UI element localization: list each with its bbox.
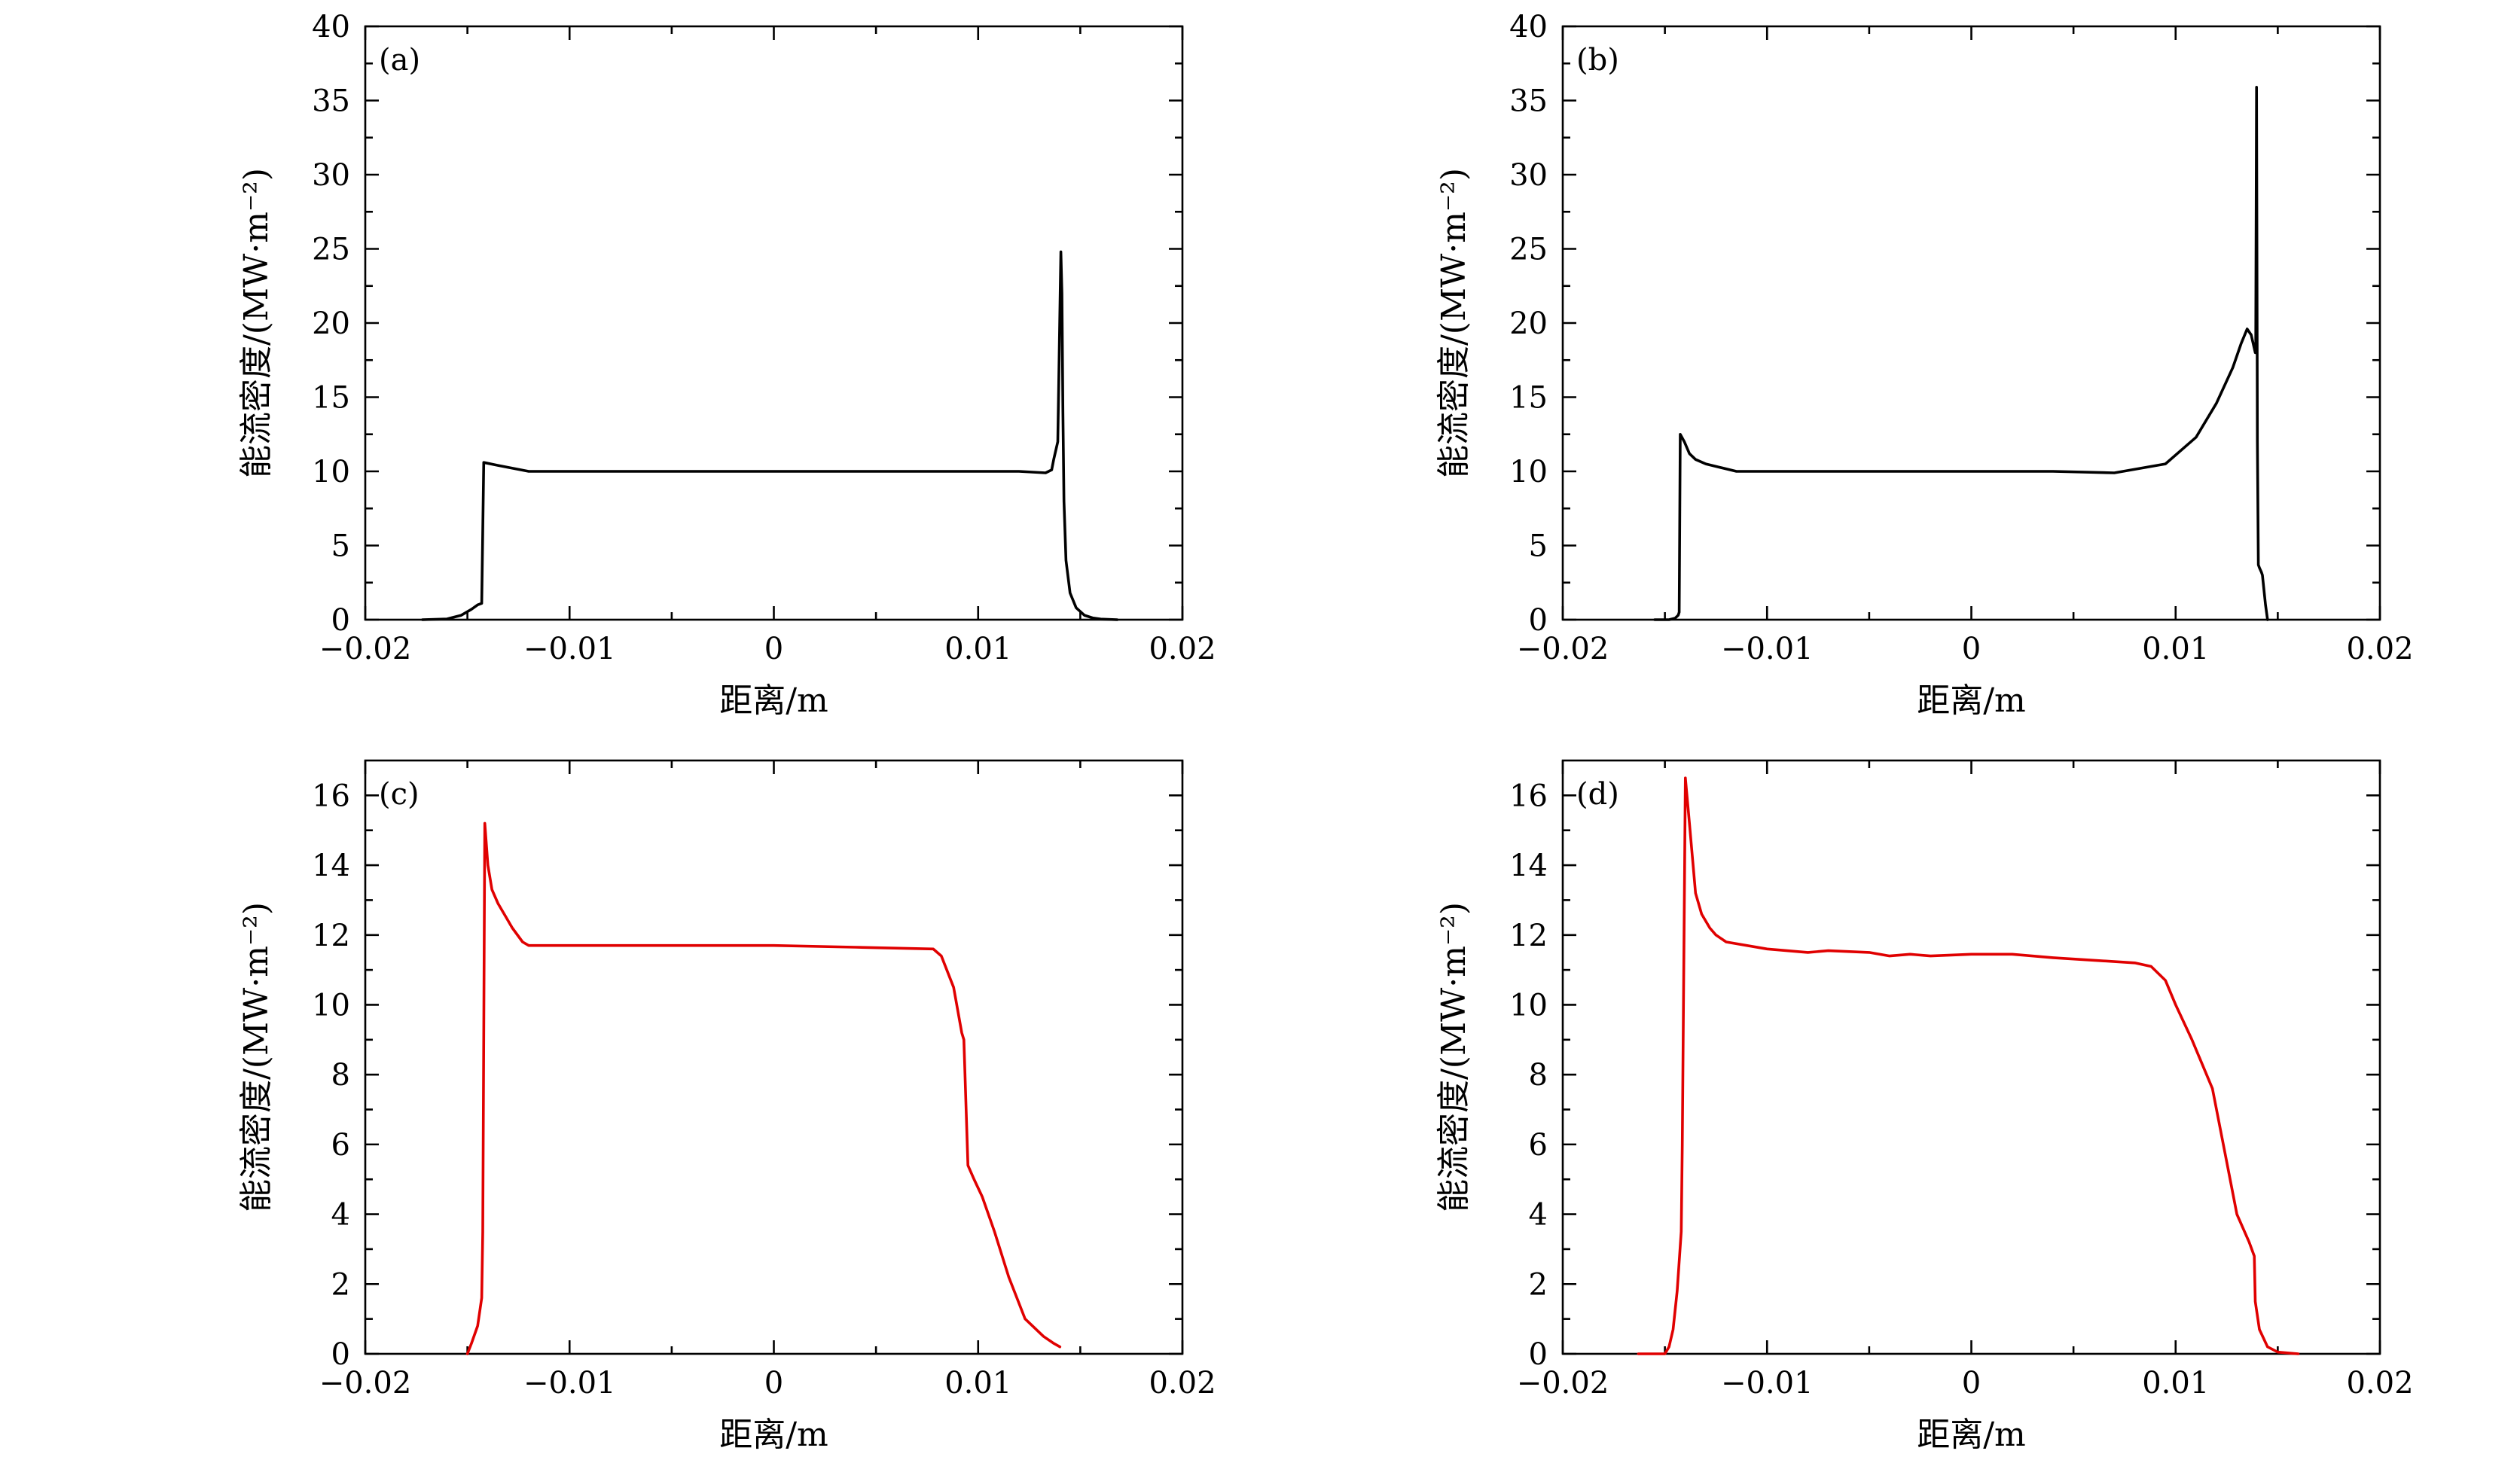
y-tick-label: 5 — [1529, 529, 1548, 564]
y-tick-label: 25 — [1509, 233, 1548, 267]
y-tick-label: 14 — [1509, 849, 1548, 883]
chart-panel: −0.02 −0.01 0 0.01 0.02 0 2 4 6 8 10 12 14 16 (d) 距离/m 能… — [1435, 759, 2414, 1454]
chart-panel: −0.02 −0.01 0 0.01 0.02 0 5 10 15 20 25 30 35 40 (a) 距离… — [237, 10, 1216, 720]
panel-label: (a) — [379, 43, 420, 78]
y-tick-label: 15 — [1509, 381, 1548, 416]
y-tick-label: 40 — [1509, 10, 1548, 44]
panel-label: (b) — [1576, 43, 1619, 78]
y-tick-label: 5 — [331, 529, 350, 564]
x-tick-label: −0.02 — [1517, 632, 1609, 666]
x-tick-label: 0 — [764, 632, 783, 666]
x-tick-label: 0 — [1962, 632, 1981, 666]
x-tick-label: 0.02 — [2346, 632, 2413, 666]
chart-panel: −0.02 −0.01 0 0.01 0.02 0 2 4 6 8 10 12 14 16 (c) 距离/m 能… — [237, 759, 1216, 1454]
x-tick-label: −0.01 — [523, 1366, 616, 1401]
y-tick-label: 2 — [331, 1267, 350, 1302]
x-tick-label: 0.01 — [2142, 632, 2209, 666]
x-tick-label: 0.02 — [1149, 1366, 1216, 1401]
x-axis-label: 距离/m — [719, 1416, 828, 1454]
y-axis-label: 能流密度/(MW·m⁻²) — [237, 902, 276, 1212]
y-axis-label: 能流密度/(MW·m⁻²) — [1435, 902, 1473, 1212]
y-tick-label: 10 — [312, 988, 350, 1023]
y-tick-label: 12 — [312, 919, 350, 953]
x-tick-label: −0.01 — [1721, 632, 1814, 666]
y-axis-label: 能流密度/(MW·m⁻²) — [237, 168, 276, 478]
panel-label: (d) — [1576, 777, 1619, 812]
x-tick-label: 0 — [1962, 1366, 1981, 1401]
series-line — [1637, 776, 2300, 1355]
y-tick-label: 35 — [1509, 84, 1548, 119]
y-tick-label: 8 — [331, 1058, 350, 1093]
x-tick-label: 0.01 — [944, 632, 1011, 666]
x-axis-label: 距离/m — [1917, 1416, 2026, 1454]
x-axis-label: 距离/m — [719, 681, 828, 720]
x-tick-label: 0.02 — [1149, 632, 1216, 666]
x-tick-label: 0 — [764, 1366, 783, 1401]
series-line — [421, 250, 1118, 621]
y-tick-label: 0 — [1529, 1337, 1548, 1372]
y-tick-label: 2 — [1529, 1267, 1548, 1302]
y-tick-label: 16 — [1509, 779, 1548, 813]
y-tick-label: 4 — [1529, 1198, 1548, 1233]
y-tick-label: 10 — [312, 455, 350, 489]
y-tick-label: 4 — [331, 1198, 350, 1233]
x-tick-label: 0.01 — [944, 1366, 1011, 1401]
series-line — [465, 821, 1062, 1355]
y-tick-label: 14 — [312, 849, 350, 883]
y-tick-label: 6 — [1529, 1128, 1548, 1163]
y-tick-label: 10 — [1509, 988, 1548, 1023]
y-tick-label: 10 — [1509, 455, 1548, 489]
y-tick-label: 30 — [312, 158, 350, 193]
y-tick-label: 12 — [1509, 919, 1548, 953]
x-tick-label: −0.02 — [319, 1366, 412, 1401]
y-tick-label: 0 — [331, 603, 350, 638]
chart-panel: −0.02 −0.01 0 0.01 0.02 0 5 10 15 20 25 30 35 40 (b) 距离… — [1435, 10, 2414, 720]
y-tick-label: 35 — [312, 84, 350, 119]
y-tick-label: 0 — [331, 1337, 350, 1372]
y-tick-label: 20 — [1509, 306, 1548, 341]
y-axis-label: 能流密度/(MW·m⁻²) — [1435, 168, 1473, 478]
series-line — [1653, 86, 2269, 621]
y-tick-label: 40 — [312, 10, 350, 44]
y-tick-label: 8 — [1529, 1058, 1548, 1093]
x-tick-label: 0.01 — [2142, 1366, 2209, 1401]
panel-label: (c) — [379, 777, 419, 812]
x-axis-label: 距离/m — [1917, 681, 2026, 720]
x-tick-label: −0.01 — [523, 632, 616, 666]
x-tick-label: 0.02 — [2346, 1366, 2413, 1401]
y-tick-label: 0 — [1529, 603, 1548, 638]
x-tick-label: −0.02 — [1517, 1366, 1609, 1401]
x-tick-label: −0.01 — [1721, 1366, 1814, 1401]
y-tick-label: 25 — [312, 233, 350, 267]
y-tick-label: 6 — [331, 1128, 350, 1163]
y-tick-label: 15 — [312, 381, 350, 416]
x-tick-label: −0.02 — [319, 632, 412, 666]
y-tick-label: 20 — [312, 306, 350, 341]
y-tick-label: 16 — [312, 779, 350, 813]
y-tick-label: 30 — [1509, 158, 1548, 193]
